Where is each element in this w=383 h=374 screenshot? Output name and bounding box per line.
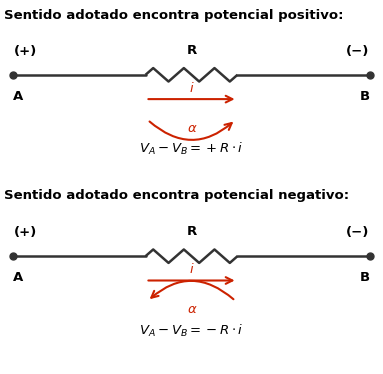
Text: Sentido adotado encontra potencial negativo:: Sentido adotado encontra potencial negat…: [4, 189, 349, 202]
Text: i: i: [190, 263, 193, 276]
Text: (−): (−): [346, 226, 370, 239]
Text: α: α: [187, 303, 196, 316]
Text: $V_A - V_B = -R \cdot i$: $V_A - V_B = -R \cdot i$: [139, 323, 244, 339]
Text: α: α: [187, 122, 196, 135]
Text: B: B: [360, 271, 370, 284]
Text: A: A: [13, 90, 24, 103]
Text: Sentido adotado encontra potencial positivo:: Sentido adotado encontra potencial posit…: [4, 9, 343, 22]
Text: (−): (−): [346, 45, 370, 58]
Text: B: B: [360, 90, 370, 103]
Text: i: i: [190, 82, 193, 95]
Text: A: A: [13, 271, 24, 284]
FancyArrowPatch shape: [149, 122, 232, 140]
Text: (+): (+): [13, 226, 37, 239]
Text: R: R: [187, 44, 196, 57]
FancyArrowPatch shape: [151, 281, 234, 299]
Text: $V_A - V_B = +R \cdot i$: $V_A - V_B = +R \cdot i$: [139, 141, 244, 157]
Text: (+): (+): [13, 45, 37, 58]
Text: R: R: [187, 225, 196, 238]
